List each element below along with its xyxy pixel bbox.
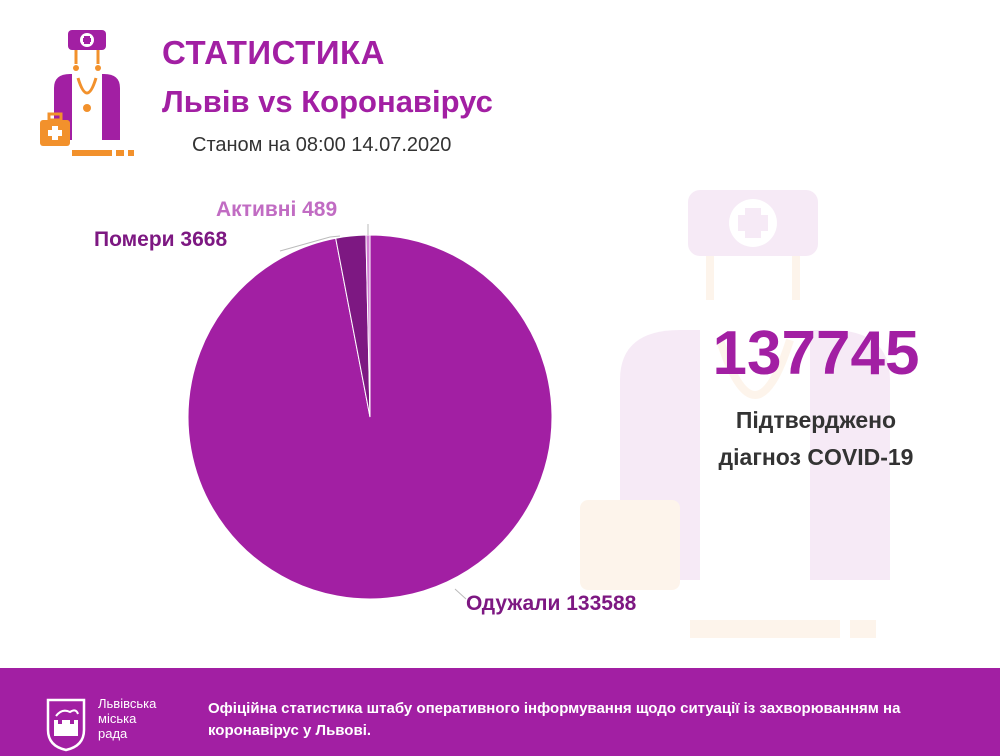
pie-leader-line [279,235,341,252]
pie-label-deceased: Помери 3668 [94,228,227,251]
city-council-name: Львівська міська рада [98,696,178,741]
pie-chart: Одужали 133588 Помери 3668 Активні 489 [94,198,637,615]
pie-label-active: Активні 489 [216,198,337,221]
page-title: СТАТИСТИКА [162,34,386,71]
confirmed-caption: Підтверджено діагноз COVID-19 [690,402,942,476]
lviv-coat-of-arms-icon [46,698,86,752]
doctor-watermark-icon [580,190,890,638]
pie-slice-active [365,234,371,418]
confirmed-total: 137745 [712,319,920,388]
city-line-2: міська [98,711,137,726]
doctor-logo-icon [40,30,134,156]
pie-leader-line [454,588,467,600]
city-line-1: Львівська [98,696,157,711]
footer-statement: Офіційна статистика штабу оперативного і… [208,700,901,739]
pie-label-recovered: Одужали 133588 [466,592,637,615]
confirmed-caption-line1: Підтверджено [735,407,897,433]
confirmed-caption-line2: діагноз COVID-19 [718,444,914,470]
city-line-3: рада [98,726,128,741]
date-line: Станом на 08:00 14.07.2020 [192,134,452,156]
footer: Львівська міська рада Офіційна статистик… [0,668,1000,756]
page-subtitle: Львів vs Коронавірус [162,84,493,119]
